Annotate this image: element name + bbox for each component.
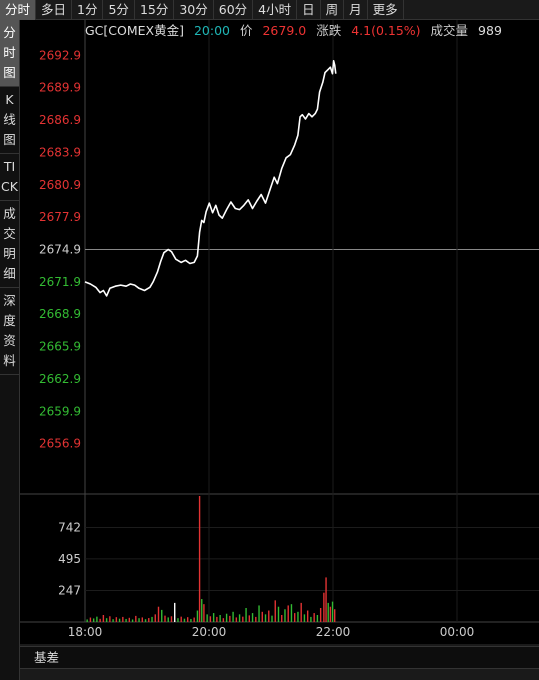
side-tab-3[interactable]: 成交明细 [0, 201, 19, 288]
side-tab-2[interactable]: TICK [0, 154, 19, 201]
change-label: 涨跌 [316, 23, 342, 38]
price-line [84, 59, 337, 297]
price-tick-7: 2671.9 [39, 275, 81, 289]
volume-tick-0: 742 [58, 520, 81, 534]
price-tick-0: 2692.9 [39, 48, 81, 62]
price-value: 2679.0 [262, 23, 307, 38]
volume-tick-2: 247 [58, 584, 81, 598]
price-tick-9: 2665.9 [39, 340, 81, 354]
time-tick-0: 18:00 [68, 625, 103, 639]
price-label: 价 [239, 23, 253, 38]
tab-10[interactable]: 月 [344, 0, 368, 20]
price-tick-10: 2662.9 [39, 372, 81, 386]
tab-6[interactable]: 60分 [214, 0, 254, 20]
time-tick-3: 00:00 [440, 625, 475, 639]
price-tick-2: 2686.9 [39, 113, 81, 127]
view-tab-bar: 分时图 K线图 TICK 成交明细 深度资料 [0, 20, 20, 680]
basis-tab[interactable]: 基差 [34, 650, 60, 665]
tab-0[interactable]: 分时 [0, 0, 37, 20]
cursor-time: 20:00 [193, 23, 230, 38]
price-tick-12: 2656.9 [39, 437, 81, 451]
period-tab-bar: 分时 多日 1分 5分 15分 30分 60分 4小时日周月更多 [0, 0, 539, 20]
change-value: 4.1(0.15%) [351, 23, 421, 38]
tab-11[interactable]: 更多 [368, 0, 404, 20]
tab-9[interactable]: 周 [321, 0, 345, 20]
side-tab-1[interactable]: K线图 [0, 87, 19, 154]
side-tab-4[interactable]: 深度资料 [0, 288, 19, 375]
tab-4[interactable]: 15分 [135, 0, 175, 20]
side-tab-0[interactable]: 分时图 [0, 20, 19, 87]
volume-tick-1: 495 [58, 552, 81, 566]
tab-3[interactable]: 5分 [103, 0, 135, 20]
price-tick-4: 2680.9 [39, 178, 81, 192]
quote-info-bar: GC[COMEX黄金] 20:00 价 2679.0 涨跌 4.1(0.15%)… [85, 22, 508, 40]
price-tick-11: 2659.9 [39, 404, 81, 418]
time-tick-1: 20:00 [192, 625, 227, 639]
volume-label: 成交量 [430, 23, 469, 38]
symbol-name: GC[COMEX黄金] [85, 23, 184, 38]
tab-7[interactable]: 4小时 [253, 0, 298, 20]
price-tick-8: 2668.9 [39, 307, 81, 321]
price-tick-1: 2689.9 [39, 81, 81, 95]
tab-5[interactable]: 30分 [174, 0, 214, 20]
price-tick-3: 2683.9 [39, 145, 81, 159]
volume-value: 989 [478, 23, 502, 38]
price-tick-6: 2674.9 [39, 243, 81, 257]
bottom-scroll-strip[interactable] [20, 668, 539, 680]
time-tick-2: 22:00 [316, 625, 351, 639]
tab-1[interactable]: 多日 [36, 0, 73, 20]
price-tick-5: 2677.9 [39, 210, 81, 224]
tab-2[interactable]: 1分 [72, 0, 104, 20]
tab-8[interactable]: 日 [297, 0, 321, 20]
bottom-tab-bar: 基差 [20, 646, 539, 668]
